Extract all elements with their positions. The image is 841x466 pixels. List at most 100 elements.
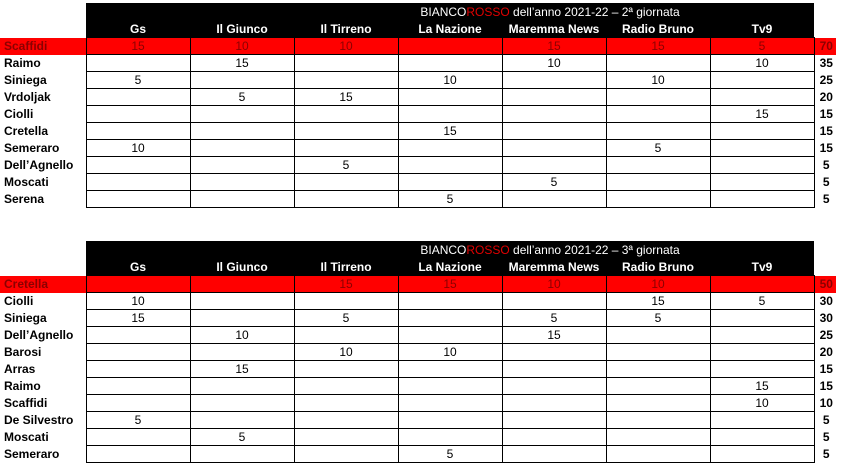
title-rosso: ROSSO <box>466 242 510 257</box>
score-cell <box>397 54 503 72</box>
table-row: Serena 5 5 <box>0 190 836 208</box>
score-cell <box>709 156 815 174</box>
column-header: La Nazione <box>398 258 502 276</box>
table-row: Moscati 5 5 <box>0 428 836 446</box>
score-cell: 10 <box>605 275 711 293</box>
player-name: Raimo <box>4 56 41 70</box>
score-cell <box>605 173 711 191</box>
table-row: Dell’Agnello 10 15 25 <box>0 326 836 344</box>
column-header: Tv9 <box>710 258 814 276</box>
score-cell: 5 <box>397 190 503 208</box>
score-cell: 15 <box>189 54 295 72</box>
table-title: BIANCOROSSO dell’anno 2021-22 – 3ª giorn… <box>86 241 814 258</box>
title-bianco: BIANCO <box>420 4 467 19</box>
score-cell: 5 <box>85 411 191 429</box>
score-cell <box>85 326 191 344</box>
total-cell: 5 <box>822 413 830 427</box>
score-cell: 10 <box>709 54 815 72</box>
score-cell <box>189 105 295 123</box>
score-cell <box>85 445 191 463</box>
score-cell: 5 <box>293 156 399 174</box>
player-name: Dell’Agnello <box>4 328 74 342</box>
table-row: De Silvestro 5 5 <box>0 411 836 429</box>
score-cell <box>605 445 711 463</box>
table-row: Semeraro 10 5 15 <box>0 139 836 157</box>
score-cell <box>709 190 815 208</box>
score-cell <box>709 360 815 378</box>
table-row: Cretella 15 15 <box>0 122 836 140</box>
player-name: Semeraro <box>4 141 60 155</box>
score-cell <box>293 326 399 344</box>
score-cell <box>397 377 503 395</box>
score-cell <box>293 71 399 89</box>
score-cell: 10 <box>85 292 191 310</box>
score-cell: 5 <box>605 309 711 327</box>
table-row: Ciolli 15 15 <box>0 105 836 123</box>
score-cell <box>293 428 399 446</box>
column-header: Gs <box>86 258 190 276</box>
player-name: Siniega <box>4 311 47 325</box>
score-cell <box>605 394 711 412</box>
score-cell <box>605 190 711 208</box>
score-cell <box>709 139 815 157</box>
total-cell: 20 <box>819 90 833 104</box>
player-name: Cretella <box>0 275 86 293</box>
score-cell <box>397 37 503 55</box>
score-cell <box>501 411 607 429</box>
score-cell <box>293 292 399 310</box>
score-cell <box>501 377 607 395</box>
score-cell: 10 <box>189 326 295 344</box>
player-name: Moscati <box>4 175 49 189</box>
table-row: Cretella 15 15 10 10 50 <box>0 275 836 293</box>
score-cell: 5 <box>397 445 503 463</box>
player-name: Ciolli <box>4 294 34 308</box>
score-cell <box>605 88 711 106</box>
score-cell <box>605 54 711 72</box>
score-cell <box>501 190 607 208</box>
ranking-table-2nd-matchday: BIANCOROSSO dell’anno 2021-22 – 2ª giorn… <box>0 3 836 208</box>
score-cell: 10 <box>501 275 607 293</box>
score-cell <box>293 105 399 123</box>
score-cell <box>501 88 607 106</box>
player-name: Raimo <box>4 379 41 393</box>
score-cell: 5 <box>605 139 711 157</box>
total-cell: 15 <box>819 107 833 121</box>
score-cell <box>709 71 815 89</box>
score-cell <box>189 173 295 191</box>
total-cell: 10 <box>819 396 833 410</box>
score-cell <box>85 343 191 361</box>
score-cell <box>709 428 815 446</box>
score-cell <box>293 173 399 191</box>
score-cell: 5 <box>501 309 607 327</box>
score-cell <box>709 275 815 293</box>
score-cell <box>293 139 399 157</box>
table-row: Moscati 5 5 <box>0 173 836 191</box>
score-cell: 5 <box>85 71 191 89</box>
score-cell <box>293 445 399 463</box>
table-row: Barosi 10 10 20 <box>0 343 836 361</box>
column-header: Maremma News <box>502 20 606 38</box>
total-cell: 5 <box>822 430 830 444</box>
score-cell <box>605 326 711 344</box>
score-cell: 10 <box>293 37 399 55</box>
score-cell <box>85 190 191 208</box>
score-cell <box>397 411 503 429</box>
total-cell: 25 <box>819 73 833 87</box>
score-cell <box>605 377 711 395</box>
score-cell: 10 <box>605 71 711 89</box>
score-cell <box>189 71 295 89</box>
table-row: Raimo 15 10 10 35 <box>0 54 836 72</box>
score-cell <box>605 343 711 361</box>
score-cell <box>85 156 191 174</box>
column-header: Radio Bruno <box>606 20 710 38</box>
score-cell <box>605 360 711 378</box>
score-cell: 10 <box>709 394 815 412</box>
score-cell <box>397 394 503 412</box>
score-cell <box>85 428 191 446</box>
total-cell: 15 <box>819 379 833 393</box>
table-row: Scaffidi 15 10 10 15 15 5 70 <box>0 37 836 55</box>
score-cell: 15 <box>605 292 711 310</box>
score-cell: 15 <box>501 37 607 55</box>
score-cell <box>85 275 191 293</box>
score-cell <box>189 411 295 429</box>
